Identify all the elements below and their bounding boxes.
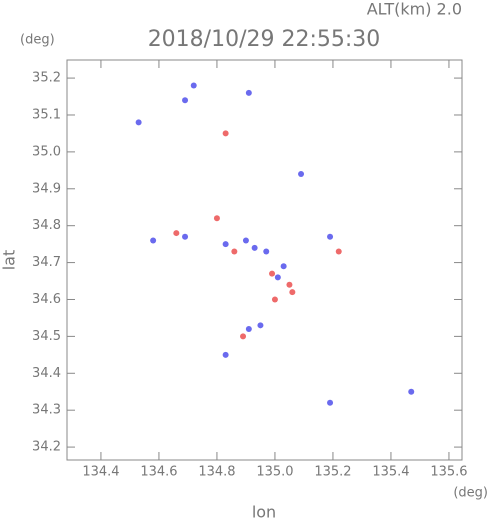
- subtitle: ALT(km) 2.0: [367, 0, 462, 19]
- echo-point: [263, 248, 270, 255]
- y-unit: (deg): [20, 33, 55, 48]
- echo-point: [213, 215, 220, 222]
- echo-point: [222, 241, 229, 248]
- echo-point: [286, 281, 293, 288]
- echo-point: [173, 230, 180, 237]
- x-tick-label: 134.6: [140, 465, 177, 480]
- echo-point: [245, 326, 252, 333]
- echo-point: [135, 119, 142, 126]
- x-axis-label: lon: [252, 503, 276, 521]
- y-tick-label: 34.3: [32, 403, 61, 418]
- y-tick-label: 34.7: [32, 255, 61, 270]
- y-axis-label: lat: [0, 250, 19, 271]
- x-tick-label: 135.0: [256, 465, 293, 480]
- echo-point: [408, 388, 415, 395]
- x-tick-label: 134.8: [198, 465, 235, 480]
- echo-point: [327, 399, 334, 406]
- echo-point: [150, 237, 157, 244]
- echo-point: [231, 248, 238, 255]
- y-tick-label: 34.8: [32, 218, 61, 233]
- echo-point: [335, 248, 342, 255]
- echo-point: [269, 270, 276, 277]
- y-tick-label: 34.2: [32, 440, 61, 455]
- echo-point: [289, 289, 296, 296]
- chart-title: 2018/10/29 22:55:30: [148, 27, 381, 52]
- echo-point: [271, 296, 278, 303]
- echo-point: [280, 263, 287, 270]
- y-tick-label: 34.5: [32, 329, 61, 344]
- echo-point: [190, 82, 197, 89]
- echo-point: [251, 244, 258, 251]
- x-tick-label: 134.4: [82, 465, 119, 480]
- plot-frame: [66, 59, 463, 461]
- echo-point: [327, 233, 334, 240]
- y-tick-label: 34.9: [32, 181, 61, 196]
- echo-point: [240, 333, 247, 340]
- y-tick-label: 35.2: [32, 71, 61, 86]
- echo-point: [274, 274, 281, 281]
- y-tick-label: 34.4: [32, 366, 61, 381]
- x-unit: (deg): [453, 486, 488, 501]
- echo-point: [245, 89, 252, 96]
- echo-point: [298, 171, 305, 178]
- y-tick-label: 34.6: [32, 292, 61, 307]
- y-tick-label: 35.1: [32, 107, 61, 122]
- echo-point: [222, 351, 229, 358]
- x-tick-label: 135.6: [430, 465, 467, 480]
- echo-point: [182, 233, 189, 240]
- echo-point: [222, 130, 229, 137]
- echo-point: [257, 322, 264, 329]
- x-tick-label: 135.4: [372, 465, 409, 480]
- echo-point: [182, 97, 189, 104]
- echo-point: [242, 237, 249, 244]
- y-tick-label: 35.0: [32, 144, 61, 159]
- x-tick-label: 135.2: [314, 465, 351, 480]
